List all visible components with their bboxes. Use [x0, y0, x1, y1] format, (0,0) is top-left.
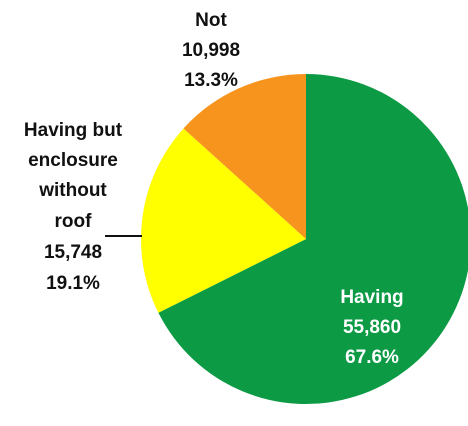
label-enclosure: Having but enclosure without roof 15,748…	[24, 120, 123, 294]
pie-slice-having	[158, 74, 468, 404]
label-having-percent: 67.6%	[345, 347, 399, 368]
label-not: Not 10,998 13.3%	[182, 10, 240, 91]
pie-slices	[140, 74, 468, 404]
pie-slice-having-but-enclosure-without-roof	[140, 128, 306, 313]
pie-slice-not	[183, 74, 306, 239]
label-enclosure-line-4: roof	[55, 211, 93, 232]
label-enclosure-line-3: without	[38, 180, 107, 201]
label-enclosure-percent: 19.1%	[46, 273, 100, 294]
label-not-percent: 13.3%	[184, 70, 238, 91]
label-not-name: Not	[195, 10, 227, 31]
label-not-value: 10,998	[182, 40, 240, 61]
label-having-name: Having	[340, 287, 403, 308]
label-enclosure-value: 15,748	[44, 242, 102, 263]
label-having: Having 55,860 67.6%	[340, 287, 403, 368]
label-enclosure-line-1: Having but	[24, 120, 123, 141]
label-enclosure-line-2: enclosure	[28, 150, 118, 171]
label-having-value: 55,860	[343, 317, 401, 338]
